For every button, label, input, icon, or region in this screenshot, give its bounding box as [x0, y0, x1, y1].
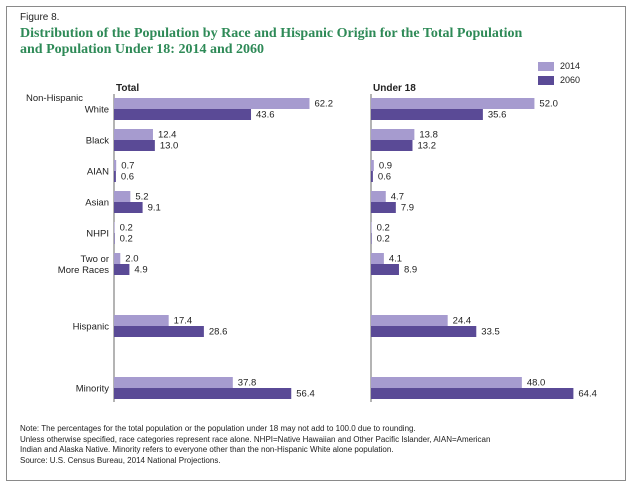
data-label-under-18-hispanic-2014: 24.4 [453, 316, 472, 327]
bar-under-18-nhpi-2060 [371, 233, 372, 244]
data-label-under-18-asian-2060: 7.9 [401, 203, 414, 214]
data-label-under-18-minority-2060: 64.4 [578, 389, 597, 400]
chart-title-line-1: Distribution of the Population by Race a… [20, 26, 523, 41]
data-label-total-white-2014: 62.2 [314, 99, 333, 110]
figure-frame [6, 6, 626, 481]
bar-under-18-minority-2060 [371, 388, 574, 399]
category-label-white: White [85, 105, 109, 116]
legend-item-2060: 2060 [538, 74, 580, 86]
figure-label: Figure 8. [20, 12, 60, 23]
note-line-4: Source: U.S. Census Bureau, 2014 Nationa… [20, 455, 221, 465]
bar-total-asian-2014 [114, 191, 131, 202]
note-line-1: Note: The percentages for the total popu… [20, 424, 416, 433]
bar-under-18-asian-2014 [371, 191, 386, 202]
bar-under-18-hispanic-2060 [371, 326, 477, 337]
bar-total-aian-2060 [114, 171, 116, 182]
data-label-under-18-nhpi-2060: 0.2 [377, 234, 390, 245]
category-label-two-or-more-races-line-1: Two or [80, 254, 109, 265]
bar-total-minority-2060 [114, 388, 292, 399]
legend-label-2060: 2060 [560, 75, 581, 85]
data-label-total-two-or-more-races-2060: 4.9 [134, 265, 147, 276]
data-label-total-asian-2060: 9.1 [148, 203, 161, 214]
bar-total-hispanic-2014 [114, 315, 169, 326]
data-label-total-minority-2060: 56.4 [296, 389, 315, 400]
data-label-total-aian-2014: 0.7 [121, 161, 134, 172]
data-label-under-18-asian-2014: 4.7 [391, 192, 404, 203]
panel-title-under-18: Under 18 [373, 83, 416, 94]
legend: 2014 2060 [538, 60, 580, 88]
bar-under-18-black-2014 [371, 129, 415, 140]
data-label-total-aian-2060: 0.6 [121, 172, 134, 183]
bar-under-18-asian-2060 [371, 202, 396, 213]
bar-under-18-two-or-more-races-2060 [371, 264, 399, 275]
bar-total-two-or-more-races-2060 [114, 264, 130, 275]
bar-under-18-two-or-more-races-2014 [371, 253, 384, 264]
data-label-under-18-two-or-more-races-2014: 4.1 [389, 254, 402, 265]
data-label-under-18-aian-2060: 0.6 [378, 172, 391, 183]
data-label-under-18-nhpi-2014: 0.2 [377, 223, 390, 234]
notes: Note: The percentages for the total popu… [20, 424, 620, 466]
category-label-black: Black [86, 136, 109, 147]
bar-under-18-white-2014 [371, 98, 535, 109]
legend-swatch-2060 [538, 75, 554, 85]
data-label-total-black-2014: 12.4 [158, 130, 177, 141]
bar-under-18-aian-2060 [371, 171, 373, 182]
data-label-total-white-2060: 43.6 [256, 110, 275, 121]
category-label-hispanic: Hispanic [73, 322, 110, 333]
legend-item-2014: 2014 [538, 60, 580, 72]
data-label-total-nhpi-2014: 0.2 [120, 223, 133, 234]
data-label-total-minority-2014: 37.8 [238, 378, 256, 389]
bar-total-minority-2014 [114, 377, 233, 388]
bar-under-18-black-2060 [371, 140, 413, 151]
bar-total-nhpi-2014 [114, 222, 115, 233]
category-label-asian: Asian [85, 198, 109, 209]
data-label-under-18-two-or-more-races-2060: 8.9 [404, 265, 417, 276]
data-label-under-18-minority-2014: 48.0 [527, 378, 546, 389]
data-label-under-18-white-2060: 35.6 [488, 110, 507, 121]
panel-title-total: Total [116, 83, 139, 94]
bar-under-18-hispanic-2014 [371, 315, 448, 326]
group-header-non-hispanic: Non-Hispanic [26, 93, 83, 104]
data-label-total-nhpi-2060: 0.2 [120, 234, 133, 245]
note-line-2: Unless otherwise specified, race categor… [20, 434, 491, 444]
data-label-total-hispanic-2014: 17.4 [174, 316, 193, 327]
category-label-nhpi: NHPI [86, 229, 109, 240]
note-line-3: Indian and Alaska Native. Minority refer… [20, 445, 394, 454]
category-label-minority: Minority [76, 384, 110, 395]
data-label-total-black-2060: 13.0 [160, 141, 179, 152]
data-label-total-asian-2014: 5.2 [135, 192, 148, 203]
bar-total-white-2060 [114, 109, 252, 120]
data-label-total-two-or-more-races-2014: 2.0 [125, 254, 138, 265]
bar-total-asian-2060 [114, 202, 143, 213]
chart-title-line-2: and Population Under 18: 2014 and 2060 [20, 42, 265, 57]
category-label-two-or-more-races-line-2: More Races [58, 265, 109, 276]
data-label-under-18-black-2060: 13.2 [417, 141, 436, 152]
data-label-under-18-aian-2014: 0.9 [379, 161, 392, 172]
data-label-under-18-white-2014: 52.0 [539, 99, 558, 110]
data-label-under-18-black-2014: 13.8 [419, 130, 438, 141]
bar-total-black-2014 [114, 129, 153, 140]
data-label-total-hispanic-2060: 28.6 [209, 327, 228, 338]
bar-total-nhpi-2060 [114, 233, 115, 244]
bar-under-18-aian-2014 [371, 160, 374, 171]
bar-total-black-2060 [114, 140, 155, 151]
bar-total-white-2014 [114, 98, 310, 109]
bar-total-aian-2014 [114, 160, 117, 171]
legend-label-2014: 2014 [560, 61, 581, 71]
bar-under-18-nhpi-2014 [371, 222, 372, 233]
bar-under-18-white-2060 [371, 109, 483, 120]
chart-title: Distribution of the Population by Race a… [20, 26, 600, 58]
data-label-under-18-hispanic-2060: 33.5 [481, 327, 500, 338]
legend-swatch-2014 [538, 61, 554, 71]
bar-total-two-or-more-races-2014 [114, 253, 121, 264]
category-label-aian: AIAN [87, 167, 109, 178]
bar-total-hispanic-2060 [114, 326, 204, 337]
bar-under-18-minority-2014 [371, 377, 522, 388]
